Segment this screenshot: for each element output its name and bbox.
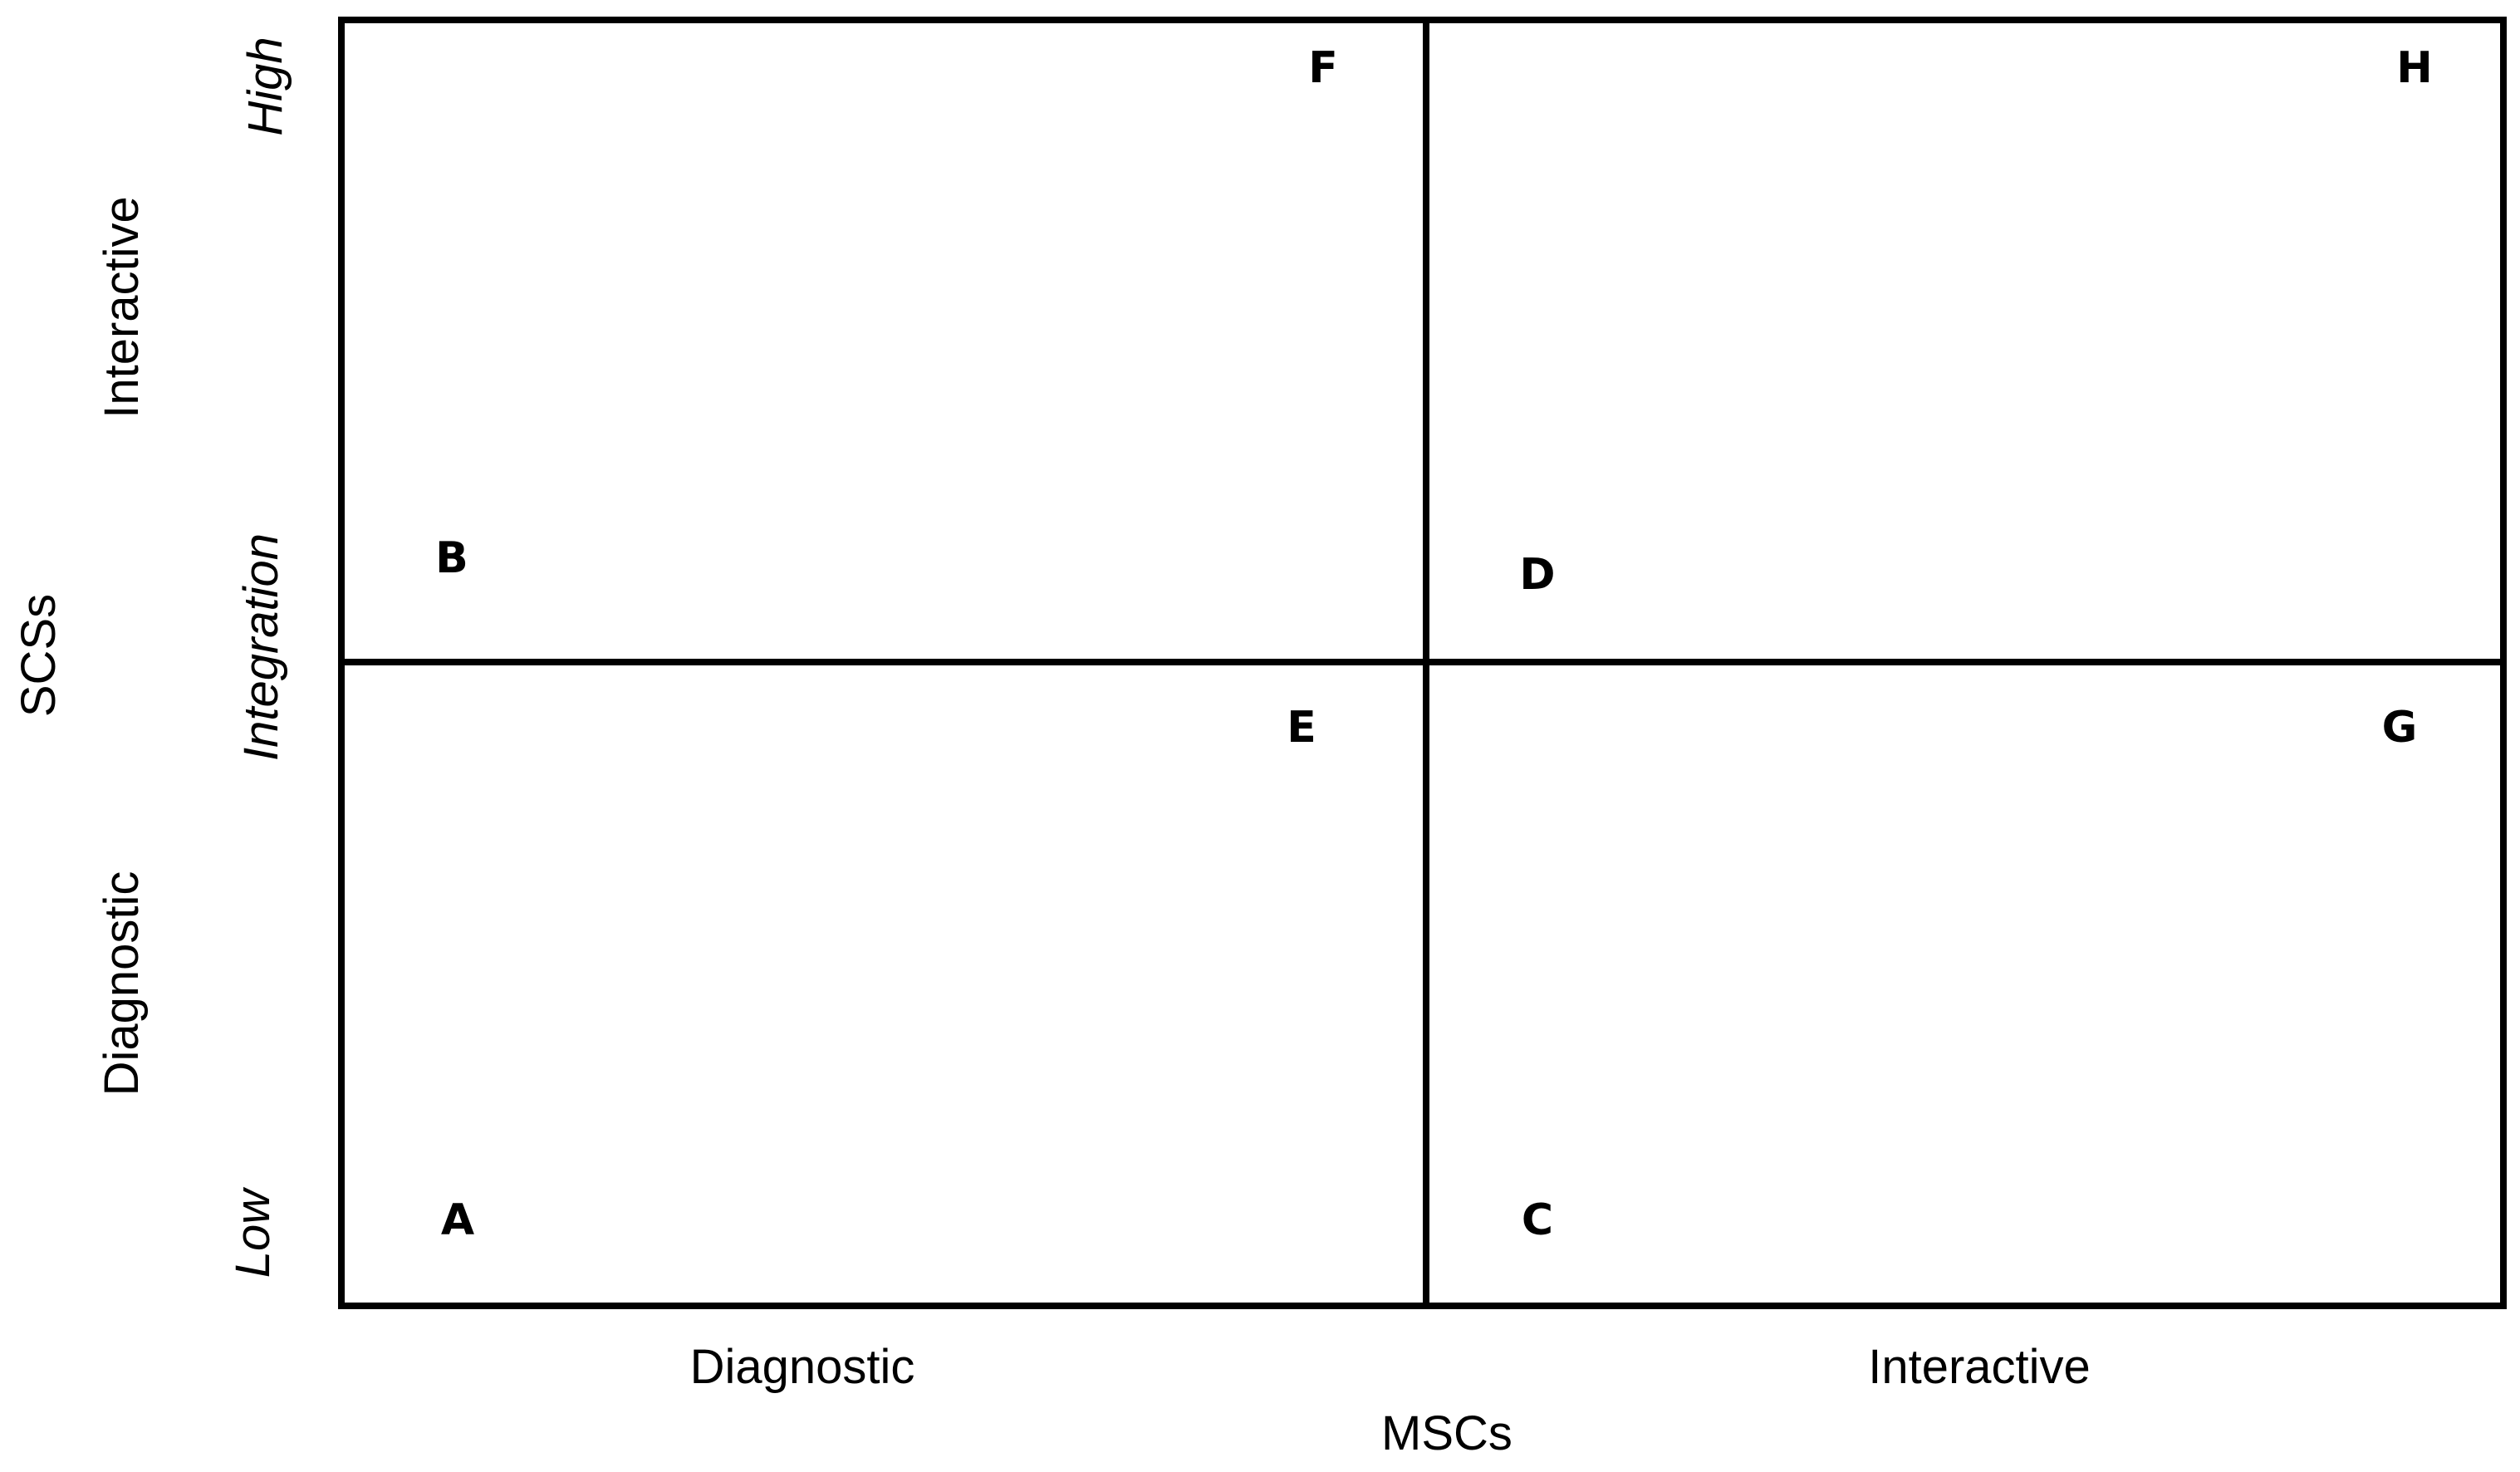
x-category-interactive: Interactive — [1868, 1340, 2091, 1394]
y-scale-high: High — [238, 37, 292, 135]
y-scale-low: Low — [226, 1187, 280, 1278]
point-label-a: A — [441, 1195, 474, 1245]
point-label-f: F — [1308, 43, 1338, 93]
x-axis-title: MSCs — [1381, 1406, 1512, 1460]
x-category-diagnostic: Diagnostic — [690, 1340, 915, 1394]
point-label-c: C — [1522, 1195, 1553, 1245]
y-category-interactive: Interactive — [95, 196, 149, 419]
point-label-e: E — [1287, 703, 1316, 753]
point-label-d: D — [1519, 550, 1555, 600]
point-label-h: H — [2396, 43, 2433, 93]
y-axis-title: SCSs — [12, 594, 66, 717]
y-category-diagnostic: Diagnostic — [95, 871, 149, 1097]
point-label-g: G — [2382, 703, 2418, 753]
point-label-b: B — [435, 533, 468, 583]
y-scale-integration: Integration — [234, 533, 288, 761]
